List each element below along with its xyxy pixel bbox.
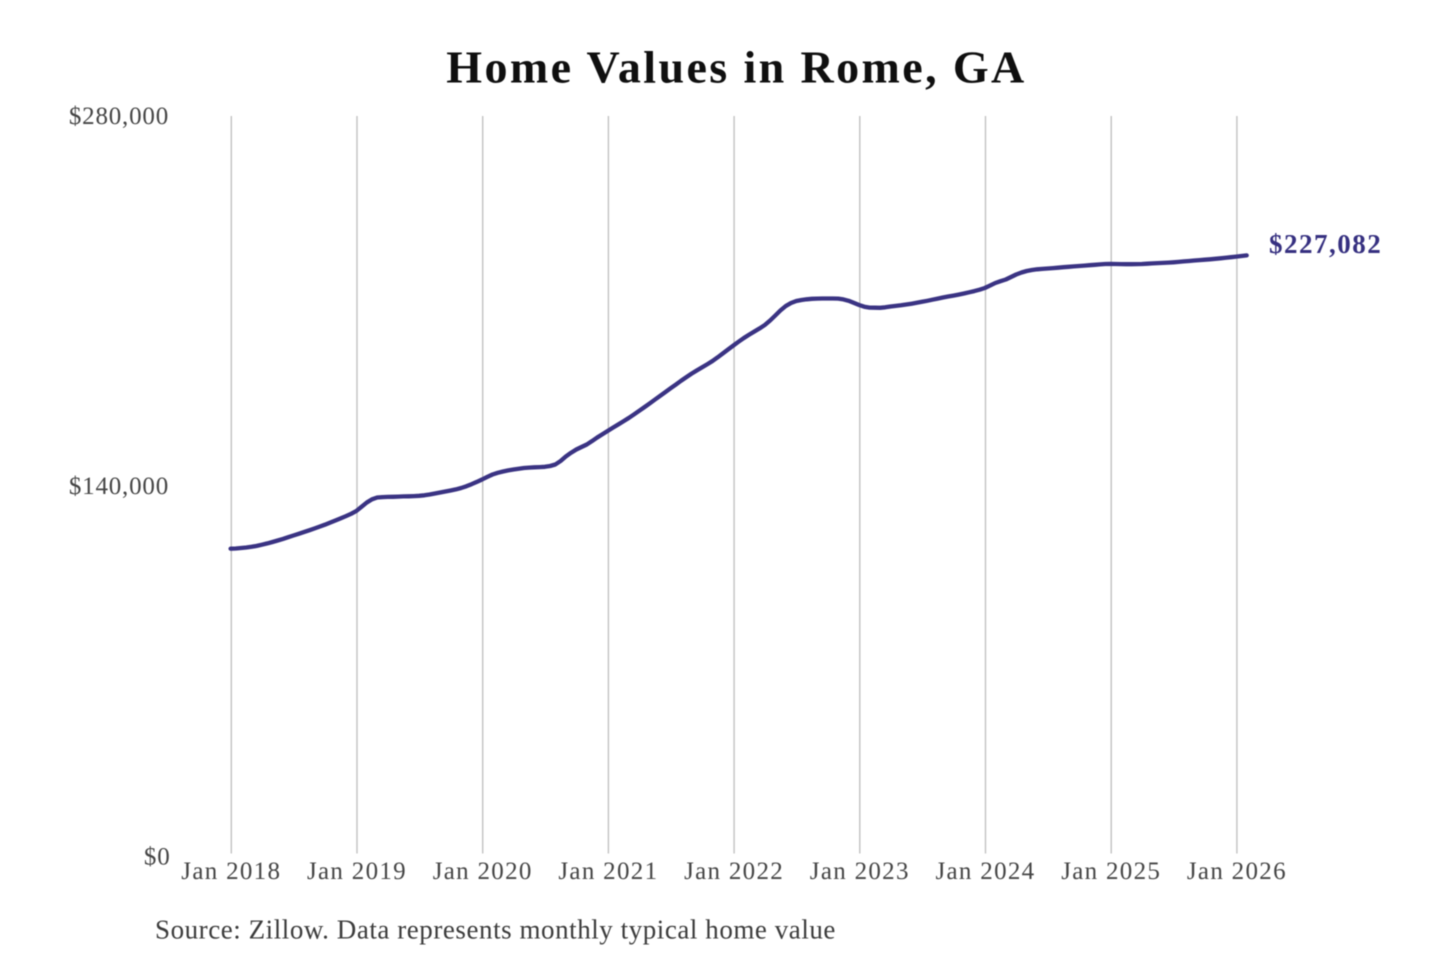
svg-text:Jan 2019: Jan 2019 bbox=[307, 858, 407, 885]
svg-text:Jan 2020: Jan 2020 bbox=[433, 858, 533, 885]
svg-text:$227,082: $227,082 bbox=[1269, 229, 1382, 259]
svg-text:Home Values in Rome, GA: Home Values in Rome, GA bbox=[446, 42, 1026, 93]
svg-text:Jan 2023: Jan 2023 bbox=[810, 858, 910, 885]
svg-text:Jan 2024: Jan 2024 bbox=[936, 858, 1036, 885]
svg-text:Jan 2018: Jan 2018 bbox=[181, 858, 281, 885]
svg-text:$0: $0 bbox=[144, 843, 171, 870]
svg-text:$280,000: $280,000 bbox=[69, 103, 169, 130]
svg-text:Jan 2026: Jan 2026 bbox=[1187, 858, 1287, 885]
svg-text:Jan 2022: Jan 2022 bbox=[684, 858, 784, 885]
svg-text:Jan 2025: Jan 2025 bbox=[1061, 858, 1161, 885]
svg-text:Source: Zillow. Data represent: Source: Zillow. Data represents monthly … bbox=[155, 915, 836, 945]
svg-text:Jan 2021: Jan 2021 bbox=[558, 858, 658, 885]
svg-text:$140,000: $140,000 bbox=[69, 473, 169, 500]
